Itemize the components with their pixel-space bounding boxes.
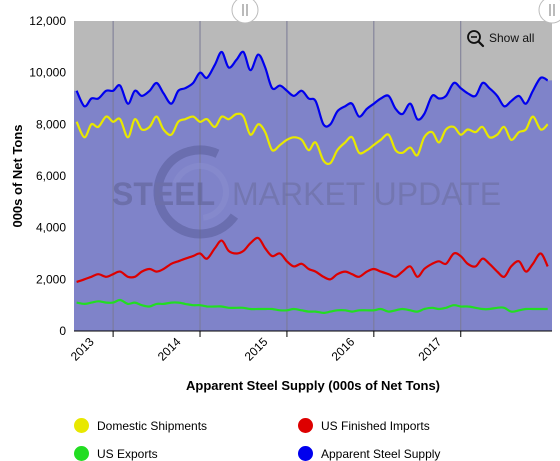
legend-label: Domestic Shipments xyxy=(97,418,208,433)
x-tick-label: 2013 xyxy=(68,335,97,364)
x-tick-label: 2017 xyxy=(416,335,445,364)
y-tick-label: 6,000 xyxy=(36,169,66,183)
x-tick-label: 2016 xyxy=(329,335,358,364)
series-line-us-finished-imports[interactable] xyxy=(76,236,549,283)
watermark-logo: STEEL MARKET UPDATE xyxy=(112,145,501,239)
watermark-inner-ring-icon xyxy=(171,163,229,221)
x-axis-title: Apparent Steel Supply (000s of Net Tons) xyxy=(186,378,440,393)
legend-item-us-exports[interactable]: US Exports xyxy=(74,446,158,461)
show-all-button[interactable]: Show all xyxy=(467,30,534,48)
legend-swatch-icon xyxy=(74,418,89,433)
watermark-ring-icon xyxy=(153,145,247,239)
y-tick-label: 10,000 xyxy=(29,66,66,80)
y-tick-label: 2,000 xyxy=(36,272,66,286)
y-axis-title: 000s of Net Tons xyxy=(10,124,25,227)
series-lines xyxy=(75,50,549,314)
legend-label: US Exports xyxy=(97,446,158,461)
watermark-text-light: MARKET UPDATE xyxy=(232,176,501,212)
supply-area-fill xyxy=(74,51,552,332)
watermark-text-bold: STEEL xyxy=(112,176,215,212)
legend-swatch-icon xyxy=(74,446,89,461)
y-tick-label: 8,000 xyxy=(36,117,66,131)
navigator-left-handle[interactable] xyxy=(231,0,259,24)
legend-label: US Finished Imports xyxy=(321,418,430,433)
y-tick-label: 12,000 xyxy=(29,14,66,28)
x-tick-label: 2014 xyxy=(155,335,184,364)
legend-label: Apparent Steel Supply xyxy=(321,446,441,461)
legend-swatch-icon xyxy=(298,446,313,461)
area-layer xyxy=(74,51,552,332)
x-axis-ticks: 2013 2014 2015 2016 2017 xyxy=(68,331,462,364)
zoom-out-icon xyxy=(467,30,485,48)
y-tick-label: 4,000 xyxy=(36,221,66,235)
legend-item-us-finished-imports[interactable]: US Finished Imports xyxy=(298,418,430,433)
legend: Domestic Shipments US Finished Imports US … xyxy=(0,408,560,461)
legend-swatch-icon xyxy=(298,418,313,433)
series-line-apparent-steel-supply[interactable] xyxy=(75,50,549,128)
series-line-domestic-shipments[interactable] xyxy=(75,112,549,166)
show-all-label: Show all xyxy=(489,31,534,45)
legend-item-apparent-steel-supply[interactable]: Apparent Steel Supply xyxy=(298,446,440,461)
navigator-right-handle[interactable] xyxy=(538,0,560,24)
y-axis-ticks: 0 2,000 4,000 6,000 8,000 10,000 12,000 xyxy=(29,14,66,338)
x-tick-label: 2015 xyxy=(242,335,271,364)
y-tick-label: 0 xyxy=(59,324,66,338)
series-line-us-exports[interactable] xyxy=(76,298,548,314)
legend-item-domestic-shipments[interactable]: Domestic Shipments xyxy=(74,418,207,433)
